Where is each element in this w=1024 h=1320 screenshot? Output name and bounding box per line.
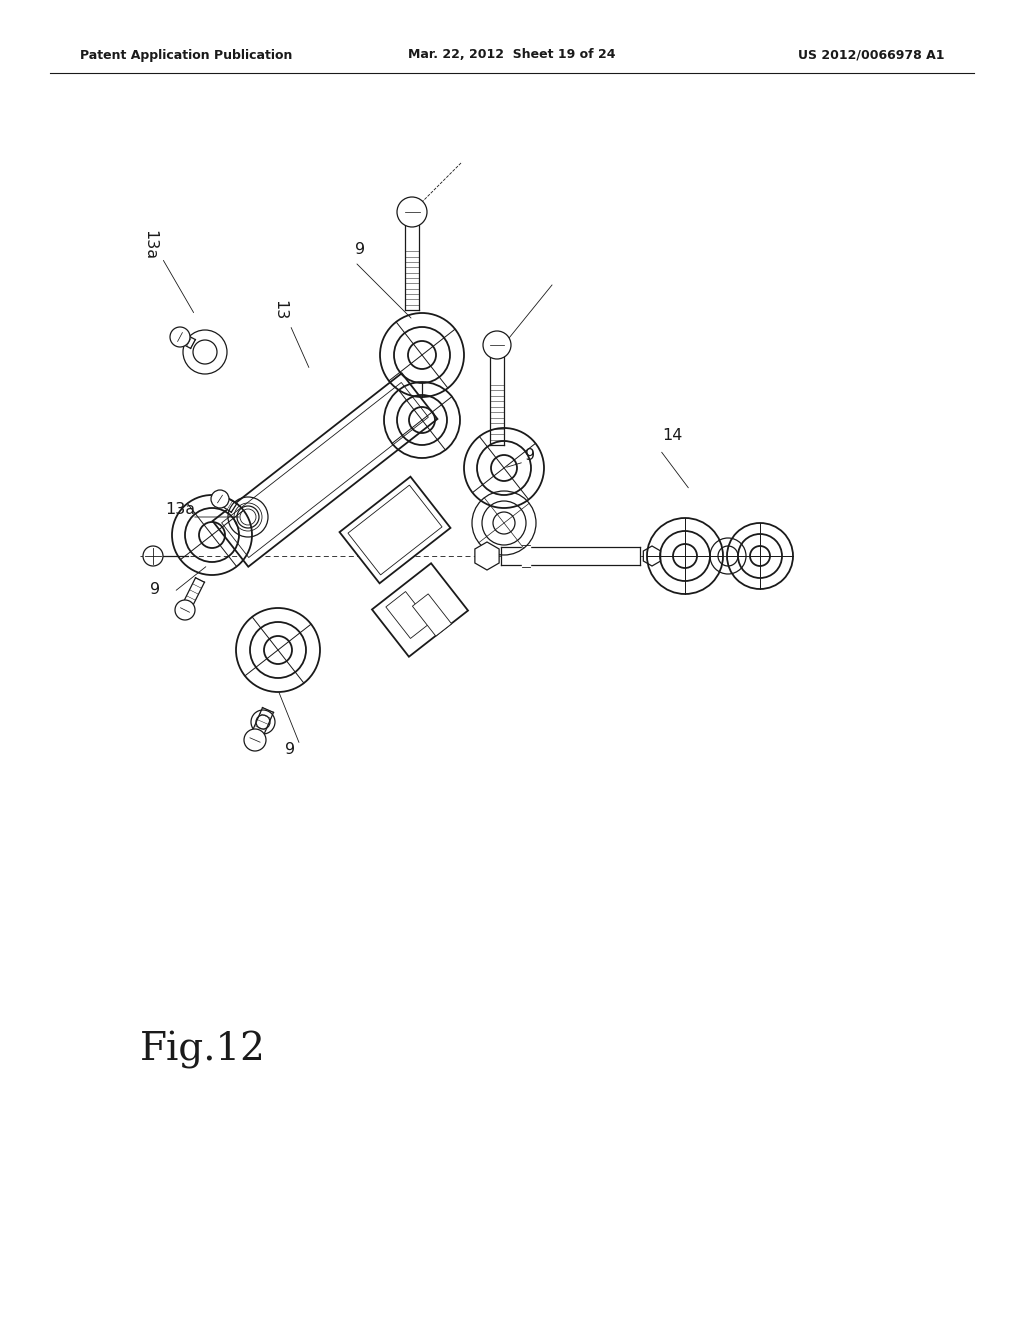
Polygon shape bbox=[213, 374, 437, 566]
Polygon shape bbox=[643, 546, 660, 566]
Circle shape bbox=[143, 546, 163, 566]
Circle shape bbox=[244, 729, 266, 751]
Polygon shape bbox=[340, 477, 451, 583]
Polygon shape bbox=[475, 543, 499, 570]
Text: 9: 9 bbox=[150, 582, 160, 598]
Polygon shape bbox=[386, 591, 430, 639]
Text: Mar. 22, 2012  Sheet 19 of 24: Mar. 22, 2012 Sheet 19 of 24 bbox=[409, 49, 615, 62]
Text: 14: 14 bbox=[662, 428, 682, 442]
Polygon shape bbox=[177, 333, 196, 348]
Circle shape bbox=[170, 327, 190, 347]
Polygon shape bbox=[413, 594, 452, 636]
Polygon shape bbox=[217, 495, 237, 512]
Text: Fig.12: Fig.12 bbox=[140, 1031, 266, 1069]
Text: Patent Application Publication: Patent Application Publication bbox=[80, 49, 293, 62]
Circle shape bbox=[483, 331, 511, 359]
Polygon shape bbox=[501, 546, 640, 565]
Text: US 2012/0066978 A1: US 2012/0066978 A1 bbox=[798, 49, 944, 62]
Text: 9: 9 bbox=[355, 243, 366, 257]
Polygon shape bbox=[221, 383, 428, 557]
Circle shape bbox=[397, 197, 427, 227]
Text: 9: 9 bbox=[525, 447, 536, 462]
Text: 13a: 13a bbox=[165, 503, 195, 517]
Polygon shape bbox=[522, 543, 530, 569]
Text: 13: 13 bbox=[272, 300, 288, 321]
Text: 13a: 13a bbox=[142, 230, 158, 260]
Polygon shape bbox=[348, 486, 442, 576]
Polygon shape bbox=[250, 708, 273, 742]
Circle shape bbox=[211, 490, 229, 508]
Text: 9: 9 bbox=[285, 742, 295, 758]
Polygon shape bbox=[180, 578, 205, 612]
Polygon shape bbox=[406, 213, 419, 310]
Circle shape bbox=[175, 601, 195, 620]
Polygon shape bbox=[372, 564, 468, 657]
Polygon shape bbox=[490, 345, 504, 445]
